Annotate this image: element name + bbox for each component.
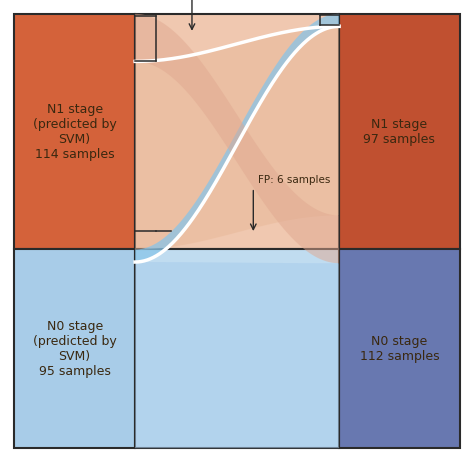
Bar [14, 14, 135, 249]
Bar [339, 14, 460, 249]
Polygon shape [135, 14, 339, 262]
Polygon shape [135, 14, 339, 263]
Text: N1 stage
(predicted by
SVM)
114 samples: N1 stage (predicted by SVM) 114 samples [33, 103, 117, 161]
Bar [135, 14, 339, 249]
Bar [339, 249, 460, 448]
Polygon shape [135, 26, 339, 249]
Bar [135, 249, 339, 448]
Text: N0 stage
(predicted by
SVM)
95 samples: N0 stage (predicted by SVM) 95 samples [33, 320, 117, 378]
Text: FP: 6 samples: FP: 6 samples [258, 176, 330, 185]
Bar [14, 249, 135, 448]
Polygon shape [135, 262, 339, 448]
Text: N0 stage
112 samples: N0 stage 112 samples [360, 335, 439, 363]
Text: N1 stage
97 samples: N1 stage 97 samples [364, 118, 435, 146]
